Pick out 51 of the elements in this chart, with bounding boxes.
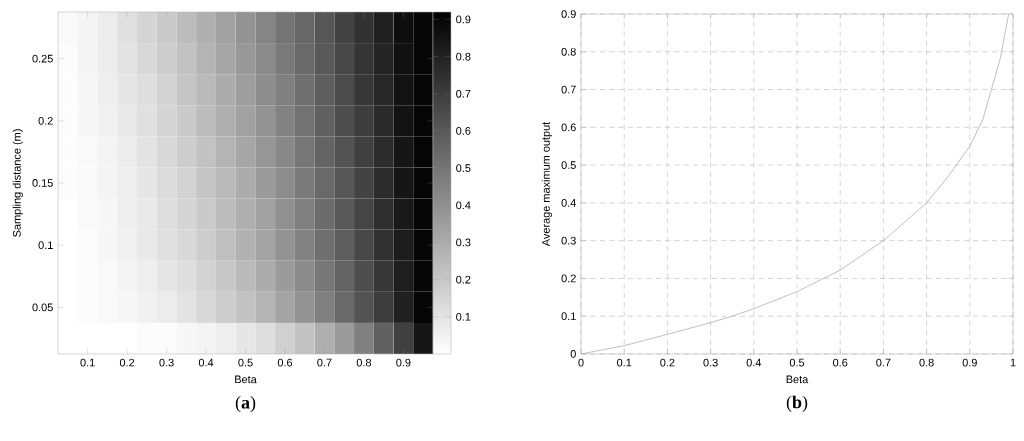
x-tick-label: 0.9: [962, 358, 977, 367]
color-bar-label: 0.9: [456, 15, 471, 24]
text: (b): [786, 395, 808, 412]
x-tick-label: 1: [1010, 358, 1016, 367]
color-bar-label: 0.8: [456, 52, 471, 61]
x-tick-label: 0.8: [356, 358, 372, 367]
y-tick-label: 0.7: [561, 85, 576, 94]
x-tick-label: 0.8: [919, 358, 934, 367]
x-tick-label: 0.7: [876, 358, 891, 367]
y-tick-label: 0.4: [561, 199, 576, 207]
color-bar-label: 0.4: [456, 201, 471, 210]
color-bar-label: 0.6: [456, 127, 471, 135]
x-axis-title: Beta: [786, 375, 809, 384]
x-tick-label: 0.3: [159, 358, 174, 367]
y-tick-label: 0.15: [32, 179, 53, 187]
x-tick-label: 0.9: [396, 358, 411, 367]
y-tick-label: 0: [570, 350, 576, 358]
color-bar-label: 0.3: [456, 238, 471, 247]
x-tick-label: 0.2: [660, 358, 675, 367]
x-tick-label: 0.7: [317, 358, 332, 367]
color-bar-label: 0.1: [456, 312, 471, 321]
y-tick-label: 0.1: [561, 312, 576, 321]
x-tick-label: 0.4: [746, 358, 762, 367]
y-tick-label: 0.1: [38, 241, 53, 250]
x-tick-label: 0.5: [238, 358, 253, 367]
color-bar-label: 0.2: [456, 275, 471, 284]
x-tick-label: 0.5: [789, 358, 805, 367]
y-tick-label: 0.05: [32, 303, 53, 312]
y-tick-label: 0.5: [561, 161, 576, 169]
x-tick-label: 0.1: [617, 358, 632, 367]
x-axis-title: Beta: [235, 375, 257, 384]
y-tick-label: 0.8: [561, 47, 576, 56]
color-bar-label: 0.5: [456, 164, 471, 172]
y-tick-label: 0.6: [561, 123, 576, 132]
y-tick-label: 0.3: [561, 236, 576, 245]
x-tick-label: 0.3: [703, 358, 718, 367]
text: (a): [235, 395, 256, 413]
y-tick-label: 0.2: [561, 274, 576, 283]
x-tick-label: 0.2: [119, 358, 135, 367]
y-axis-title: Average maximum output: [541, 121, 552, 247]
x-tick-label: 0: [578, 358, 584, 367]
line-series: [581, 14, 1010, 354]
y-tick-label: 0.9: [561, 10, 576, 18]
color-bar-label: 0.7: [456, 89, 471, 98]
y-tick-label: 0.2: [38, 116, 53, 125]
x-tick-label: 0.6: [833, 358, 848, 367]
x-tick-label: 0.1: [80, 358, 95, 367]
y-tick-label: 0.25: [32, 54, 53, 63]
y-axis-title: Sampling distance (m): [12, 129, 23, 237]
x-tick-label: 0.4: [198, 358, 214, 367]
x-tick-label: 0.6: [277, 358, 293, 367]
